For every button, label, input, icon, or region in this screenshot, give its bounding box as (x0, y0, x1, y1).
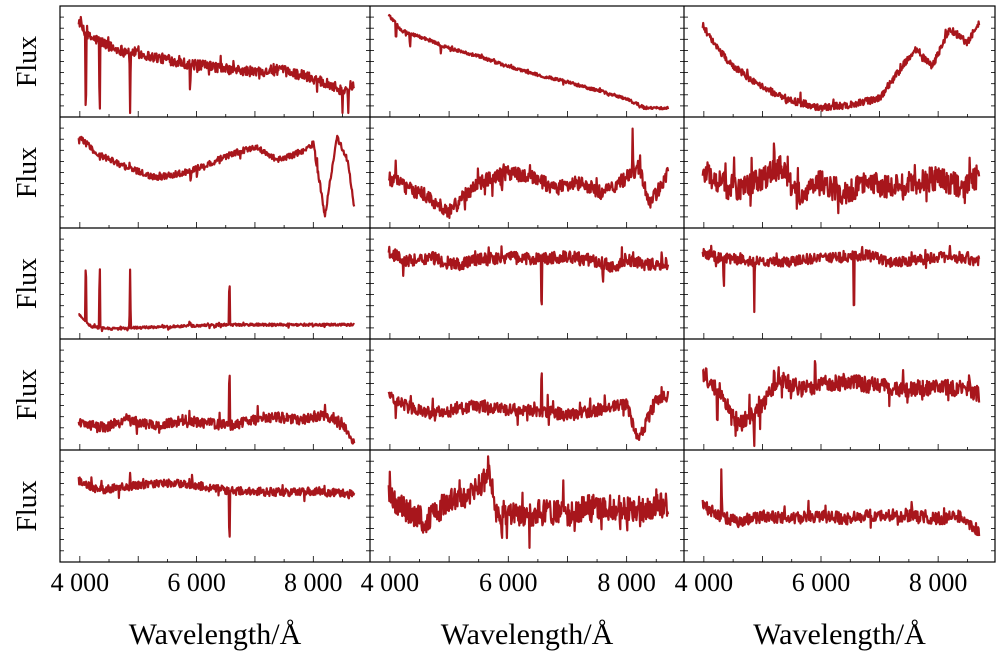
spectrum-line (387, 372, 670, 441)
spectrum-panel-r3c3 (684, 238, 995, 339)
spectrum-panel-r5c1 (60, 460, 370, 562)
spectrum-line (387, 245, 670, 306)
spectrum-panel-r1c1 (60, 15, 370, 117)
x-axis-label: Wavelength/Å (129, 618, 302, 651)
y-axis-label: Flux (12, 36, 43, 87)
panel-grid (59, 5, 996, 563)
spectrum-line (701, 20, 981, 112)
x-tick-label: 6 000 (479, 568, 538, 597)
spectrum-panel-r4c1 (60, 349, 370, 450)
spectrum-line (77, 374, 356, 445)
spectrum-panel-r4c3 (684, 349, 995, 450)
y-axis-label: Flux (12, 480, 43, 531)
y-axis-label: Flux (12, 147, 43, 198)
x-axis-labels: Wavelength/Å Wavelength/Å Wavelength/Å (129, 618, 926, 651)
spectrum-line (702, 360, 981, 448)
spectrum-line (78, 268, 355, 333)
spectrum-line (77, 134, 356, 218)
spectrum-panel-r3c1 (60, 238, 370, 339)
spectrum-panel-r1c2 (370, 13, 684, 117)
x-tick-label: 8 000 (909, 568, 968, 597)
spectrum-panel-r5c3 (684, 460, 995, 562)
spectrum-line (77, 471, 356, 538)
y-axis-label: Flux (12, 369, 43, 420)
y-axis-labels: Flux Flux Flux Flux Flux (12, 36, 43, 532)
y-axis-label: Flux (12, 258, 43, 309)
x-tick-label: 4 000 (675, 568, 734, 597)
spectrum-line (387, 455, 670, 549)
x-tick-label: 6 000 (792, 568, 851, 597)
spectrum-panel-r1c3 (684, 16, 995, 117)
x-axis-label: Wavelength/Å (441, 618, 614, 651)
spectrum-panel-r2c2 (370, 127, 684, 228)
spectrum-line (77, 15, 356, 115)
spectrum-panel-r2c1 (60, 127, 370, 228)
spectrum-line (387, 13, 670, 111)
x-tick-label: 4 000 (361, 568, 420, 597)
x-tick-labels: 4 000 6 000 8 000 4 000 6 000 8 000 4 000 6 000… (51, 568, 968, 597)
spectrum-line (701, 468, 981, 537)
x-tick-label: 8 000 (284, 568, 343, 597)
x-tick-label: 4 000 (51, 568, 110, 597)
spectrum-panel-r4c2 (370, 349, 684, 450)
spectrum-line (701, 142, 981, 215)
spectrum-line (387, 127, 670, 220)
spectrum-panel-r3c2 (370, 238, 684, 339)
x-tick-label: 6 000 (167, 568, 226, 597)
spectrum-line (701, 244, 981, 314)
x-tick-label: 8 000 (597, 568, 656, 597)
spectrum-panel-r2c3 (684, 127, 995, 228)
spectrum-panel-r5c2 (370, 455, 684, 562)
x-axis-label: Wavelength/Å (753, 618, 926, 651)
figure-frame (59, 5, 996, 563)
